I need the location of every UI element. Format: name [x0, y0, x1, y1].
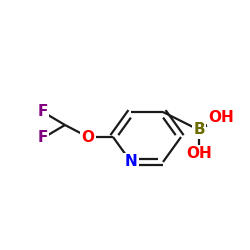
Text: F: F [38, 130, 48, 146]
Text: F: F [38, 104, 48, 120]
Text: B: B [193, 122, 205, 138]
Text: O: O [82, 130, 94, 144]
Text: OH: OH [186, 146, 212, 162]
Text: OH: OH [208, 110, 234, 124]
Text: N: N [124, 154, 138, 170]
